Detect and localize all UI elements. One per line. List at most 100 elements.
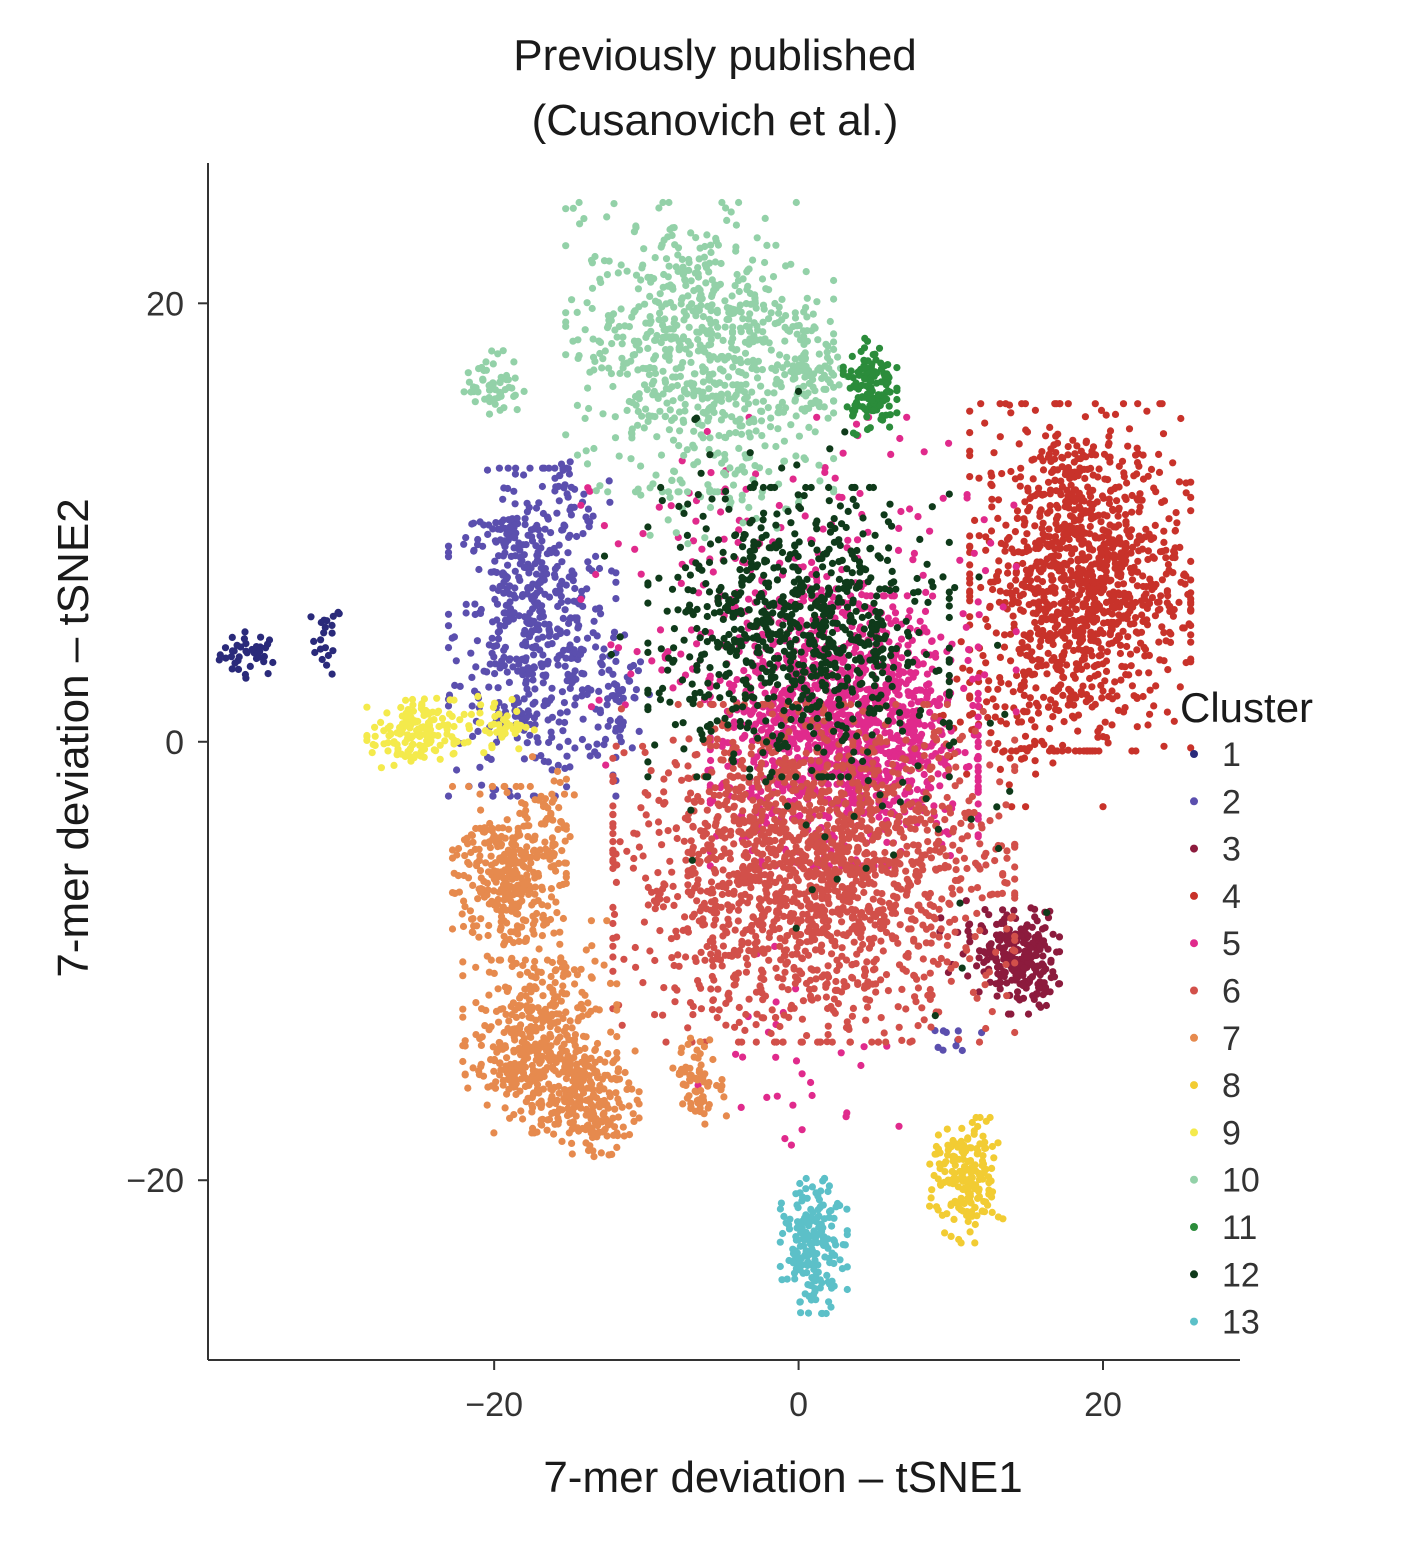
point-cluster-6 (735, 917, 742, 924)
point-cluster-4 (1114, 581, 1121, 588)
point-cluster-3 (1035, 984, 1042, 991)
point-cluster-6 (903, 765, 910, 772)
point-cluster-5 (584, 484, 591, 491)
point-cluster-5 (596, 697, 603, 704)
point-cluster-2 (546, 629, 553, 636)
point-cluster-2 (469, 702, 476, 709)
point-cluster-4 (1006, 402, 1013, 409)
point-cluster-4 (1143, 408, 1150, 415)
point-cluster-6 (902, 1005, 909, 1012)
point-cluster-4 (1081, 475, 1088, 482)
point-cluster-4 (1026, 701, 1033, 708)
point-cluster-5 (634, 648, 641, 655)
point-cluster-2 (536, 532, 543, 539)
series-3 (936, 897, 1063, 1018)
data-points (216, 199, 1195, 1317)
point-cluster-6 (655, 818, 662, 825)
point-cluster-6 (973, 910, 980, 917)
point-cluster-4 (1145, 669, 1152, 676)
point-cluster-4 (966, 473, 973, 480)
point-cluster-2 (573, 617, 580, 624)
point-cluster-4 (1023, 530, 1030, 537)
point-cluster-2 (560, 522, 567, 529)
point-cluster-2 (540, 613, 547, 620)
point-cluster-2 (585, 743, 592, 750)
point-cluster-4 (1103, 657, 1110, 664)
point-cluster-4 (1187, 558, 1194, 565)
point-cluster-2 (544, 514, 551, 521)
point-cluster-5 (921, 448, 928, 455)
point-cluster-2 (590, 629, 597, 636)
point-cluster-4 (1081, 653, 1088, 660)
point-cluster-6 (662, 1039, 669, 1046)
point-cluster-6 (639, 979, 646, 986)
point-cluster-2 (612, 793, 619, 800)
point-cluster-6 (618, 705, 625, 712)
point-cluster-4 (1148, 466, 1155, 473)
point-cluster-6 (843, 957, 850, 964)
point-cluster-4 (966, 587, 973, 594)
point-cluster-5 (615, 644, 622, 651)
point-cluster-6 (721, 801, 728, 808)
point-cluster-6 (831, 996, 838, 1003)
point-cluster-6 (678, 777, 685, 784)
point-cluster-6 (735, 900, 742, 907)
point-cluster-4 (1092, 588, 1099, 595)
point-cluster-2 (556, 718, 563, 725)
point-cluster-5 (922, 688, 929, 695)
point-cluster-2 (548, 729, 555, 736)
point-cluster-6 (927, 986, 934, 993)
point-cluster-4 (995, 496, 1002, 503)
point-cluster-3 (964, 928, 971, 935)
point-cluster-4 (1105, 440, 1112, 447)
point-cluster-4 (998, 470, 1005, 477)
point-cluster-4 (1116, 483, 1123, 490)
point-cluster-6 (905, 925, 912, 932)
point-cluster-5 (774, 1093, 781, 1100)
point-cluster-1 (229, 634, 236, 641)
point-cluster-3 (1008, 977, 1015, 984)
point-cluster-6 (968, 886, 975, 893)
point-cluster-2 (529, 581, 536, 588)
point-cluster-6 (712, 822, 719, 829)
point-cluster-4 (1088, 683, 1095, 690)
point-cluster-2 (445, 622, 452, 629)
point-cluster-6 (743, 969, 750, 976)
point-cluster-5 (975, 755, 982, 762)
point-cluster-2 (502, 609, 509, 616)
point-cluster-4 (1018, 400, 1025, 407)
point-cluster-2 (600, 741, 607, 748)
point-cluster-4 (1043, 670, 1050, 677)
point-cluster-6 (685, 735, 692, 742)
point-cluster-2 (943, 1029, 950, 1036)
point-cluster-4 (1033, 558, 1040, 565)
point-cluster-6 (806, 801, 813, 808)
point-cluster-4 (1054, 513, 1061, 520)
point-cluster-4 (1100, 609, 1107, 616)
point-cluster-4 (966, 597, 973, 604)
point-cluster-6 (911, 993, 918, 1000)
point-cluster-2 (510, 488, 517, 495)
point-cluster-4 (1109, 695, 1116, 702)
point-cluster-4 (1101, 540, 1108, 547)
point-cluster-3 (1050, 931, 1057, 938)
point-cluster-5 (889, 603, 896, 610)
point-cluster-4 (1081, 466, 1088, 473)
point-cluster-6 (722, 790, 729, 797)
point-cluster-6 (904, 876, 911, 883)
point-cluster-4 (982, 547, 989, 554)
point-cluster-1 (317, 646, 324, 653)
point-cluster-3 (1002, 969, 1009, 976)
point-cluster-6 (675, 701, 682, 708)
point-cluster-4 (1031, 723, 1038, 730)
point-cluster-6 (736, 1004, 743, 1011)
point-cluster-6 (921, 752, 928, 759)
point-cluster-3 (1031, 906, 1038, 913)
point-cluster-4 (999, 748, 1006, 755)
point-cluster-5 (802, 512, 809, 519)
point-cluster-2 (504, 529, 511, 536)
point-cluster-2 (604, 695, 611, 702)
point-cluster-4 (1059, 692, 1066, 699)
point-cluster-6 (930, 903, 937, 910)
point-cluster-5 (627, 670, 634, 677)
